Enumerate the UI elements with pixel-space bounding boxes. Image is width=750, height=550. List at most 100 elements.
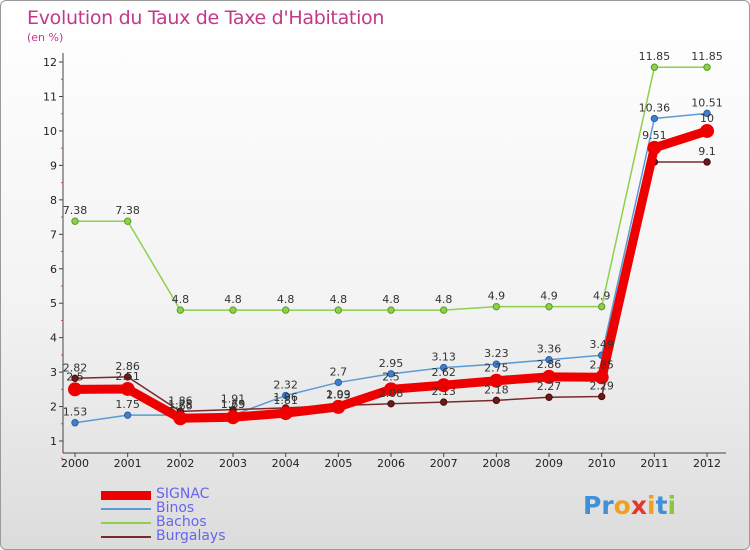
data-point-binos	[387, 370, 395, 378]
logo-letter: P	[583, 491, 602, 520]
data-label-bachos: 4.8	[277, 293, 295, 306]
y-tick-label: 1	[50, 435, 57, 448]
y-tick-label: 7	[50, 228, 57, 241]
data-point-bachos	[598, 302, 606, 311]
legend-label-burgalays: Burgalays	[156, 528, 226, 544]
data-point-binos	[281, 391, 290, 400]
data-label-burgalays: 2.29	[589, 380, 614, 393]
data-label-burgalays: 2.86	[115, 360, 140, 373]
data-point-bachos	[334, 306, 343, 314]
data-label-bachos: 7.38	[63, 204, 88, 217]
data-point-signac	[226, 410, 241, 425]
legend-label-signac: SIGNAC	[156, 486, 210, 502]
data-point-burgalays	[123, 373, 132, 381]
y-tick-label: 6	[50, 263, 57, 276]
logo-letter: x	[630, 491, 647, 520]
y-tick-label: 11	[43, 91, 57, 104]
data-label-burgalays: 2.03	[326, 389, 351, 402]
data-point-signac	[278, 406, 293, 421]
data-point-burgalays	[703, 158, 711, 166]
chart-title: Evolution du Taux de Taxe d'Habitation	[27, 7, 385, 29]
data-label-bachos: 4.8	[330, 293, 348, 306]
data-label-burgalays: 2.08	[379, 387, 404, 400]
x-tick-label: 2000	[61, 457, 89, 470]
data-label-binos: 2.7	[330, 365, 348, 378]
legend-swatch-burgalays	[101, 536, 151, 538]
data-point-burgalays	[598, 392, 606, 401]
data-label-binos: 1.53	[63, 406, 88, 419]
y-tick-label: 3	[50, 366, 57, 379]
data-point-bachos	[176, 306, 185, 314]
data-point-binos	[703, 109, 711, 118]
data-point-signac	[68, 382, 82, 397]
data-point-signac	[173, 411, 188, 426]
data-label-bachos: 4.9	[593, 290, 611, 303]
x-tick-label: 2008	[482, 457, 510, 470]
data-label-signac: 1.81	[273, 394, 298, 407]
logo-letter: i	[647, 491, 656, 520]
data-point-signac	[384, 382, 399, 397]
data-label-bachos: 11.85	[691, 50, 723, 63]
data-label-binos: 10.51	[691, 96, 723, 109]
data-point-signac	[489, 373, 504, 388]
data-point-binos	[334, 378, 343, 387]
data-label-binos: 1.75	[115, 398, 140, 411]
data-label-signac: 2.51	[115, 370, 140, 383]
legend-swatch-bachos	[101, 522, 151, 524]
logo-letter: i	[667, 491, 677, 520]
x-tick-label: 2011	[640, 457, 668, 470]
data-point-burgalays	[387, 400, 395, 408]
data-point-binos	[71, 419, 79, 427]
data-label-binos: 3.49	[589, 338, 614, 351]
data-label-bachos: 4.9	[488, 290, 506, 303]
y-tick-label: 8	[50, 194, 57, 207]
data-label-binos: 1.75	[168, 398, 193, 411]
data-label-burgalays: 2.13	[431, 385, 456, 398]
y-tick-label: 12	[43, 56, 57, 69]
data-point-signac	[700, 123, 715, 138]
data-point-bachos	[439, 306, 448, 314]
data-point-burgalays	[545, 393, 553, 401]
y-tick-label: 10	[43, 125, 57, 138]
logo-letter: t	[655, 491, 668, 520]
legend-swatch-signac	[101, 490, 151, 500]
data-label-bachos: 4.8	[172, 293, 190, 306]
x-tick-label: 2004	[272, 457, 300, 470]
data-point-bachos	[650, 63, 659, 71]
logo-letter: o	[613, 491, 631, 520]
x-tick-label: 2003	[219, 457, 247, 470]
data-label-signac: 2.62	[431, 366, 456, 379]
data-point-signac	[594, 370, 609, 385]
proxiti-logo: Proxiti	[583, 491, 676, 520]
chart-subtitle: (en %)	[27, 31, 64, 44]
x-tick-label: 2012	[693, 457, 721, 470]
x-tick-label: 2005	[324, 457, 352, 470]
data-label-signac: 2.85	[589, 358, 614, 371]
data-label-signac: 1.99	[326, 388, 351, 401]
data-label-bachos: 4.8	[224, 293, 242, 306]
x-tick-label: 2007	[430, 457, 458, 470]
data-point-bachos	[387, 306, 395, 314]
data-point-signac	[436, 378, 451, 393]
data-point-burgalays	[71, 374, 79, 383]
data-label-burgalays: 2.82	[63, 361, 88, 374]
data-point-bachos	[281, 306, 290, 314]
data-label-signac: 2.5	[66, 370, 84, 383]
x-tick-label: 2010	[588, 457, 616, 470]
y-tick-label: 4	[50, 332, 57, 345]
data-point-bachos	[703, 63, 711, 71]
data-label-binos: 3.36	[537, 343, 562, 356]
data-label-burgalays: 2.27	[537, 380, 562, 393]
data-label-bachos: 4.8	[435, 293, 453, 306]
logo-letter: r	[601, 491, 614, 520]
data-label-signac: 2.5	[382, 370, 400, 383]
data-point-binos	[545, 355, 553, 364]
data-label-signac: 1.69	[221, 398, 246, 411]
data-point-binos	[123, 411, 132, 419]
data-label-binos: 10.36	[639, 102, 671, 115]
y-tick-label: 5	[50, 297, 57, 310]
data-label-signac: 1.66	[168, 399, 193, 412]
data-point-binos	[492, 360, 501, 368]
